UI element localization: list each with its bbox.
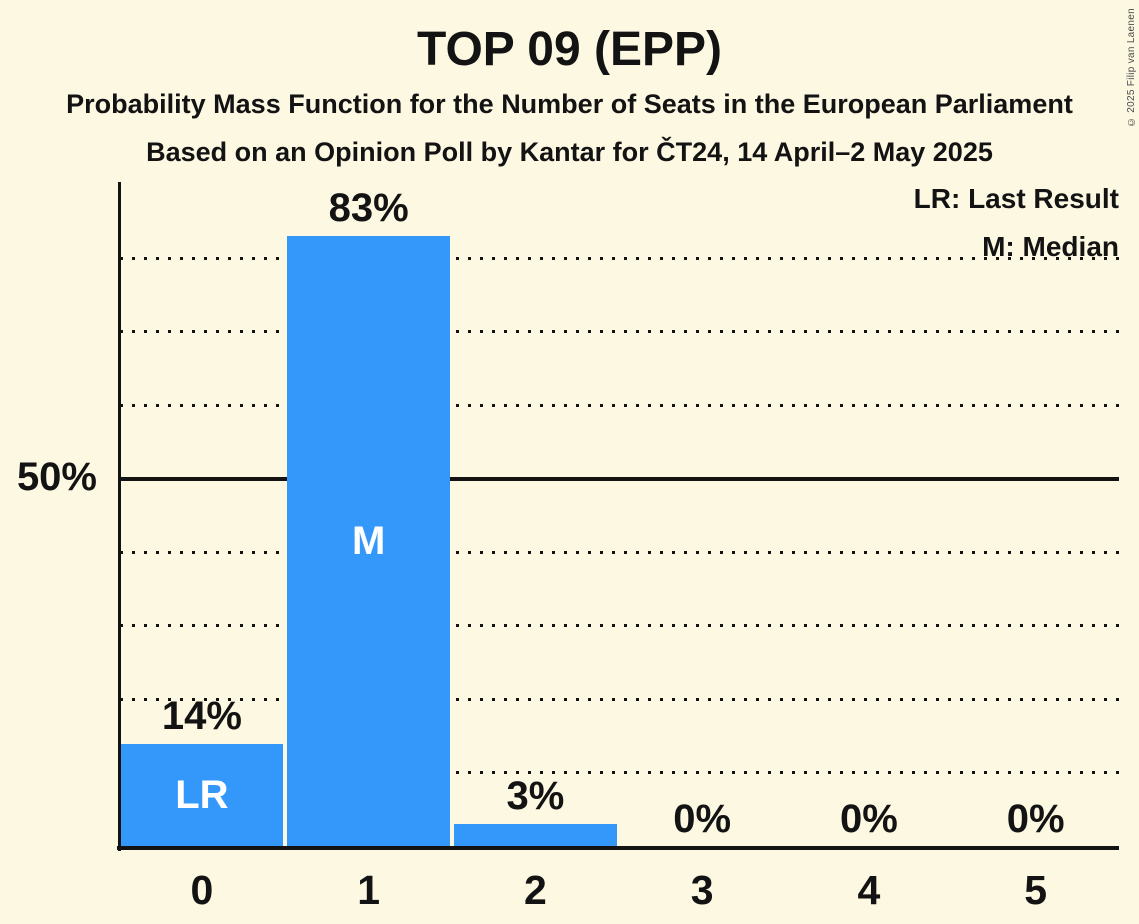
y-axis-line	[118, 182, 121, 851]
bar-value-label-seats-4: 0%	[839, 796, 898, 841]
bar-seats-1	[287, 236, 450, 847]
gridline-dotted-70pct	[120, 330, 1119, 334]
gridline-solid-50pct	[118, 476, 1119, 481]
bar-value-label-seats-1: 83%	[328, 186, 409, 231]
gridline-dotted-30pct	[120, 624, 1119, 628]
bar-annotation-m-seats-1: M	[351, 519, 386, 564]
gridline-dotted-80pct	[120, 256, 1119, 260]
x-tick-label-2: 2	[523, 867, 547, 913]
gridline-dotted-20pct	[120, 697, 1119, 701]
chart-subtitle-line2: Based on an Opinion Poll by Kantar for Č…	[146, 137, 993, 167]
y-axis-50pct-label: 50%	[16, 455, 97, 499]
bar-seats-2	[454, 824, 617, 847]
bar-value-label-seats-3: 0%	[673, 796, 732, 841]
bar-value-label-seats-5: 0%	[1006, 796, 1065, 841]
bar-value-label-seats-2: 3%	[506, 774, 565, 819]
x-axis-line	[117, 846, 1119, 850]
x-tick-label-0: 0	[190, 867, 214, 913]
x-tick-label-5: 5	[1024, 867, 1048, 913]
chart-title: TOP 09 (EPP)	[416, 23, 722, 76]
legend-median: M: Median	[982, 231, 1119, 262]
x-tick-label-3: 3	[690, 867, 714, 913]
x-tick-label-4: 4	[857, 867, 881, 913]
gridline-dotted-60pct	[120, 403, 1119, 407]
bar-annotation-lr-seats-0: LR	[175, 773, 229, 817]
chart-subtitle-line1: Probability Mass Function for the Number…	[66, 89, 1073, 119]
copyright-note: © 2025 Filip van Laenen	[1126, 8, 1137, 128]
gridline-dotted-10pct	[120, 771, 1119, 775]
gridline-dotted-40pct	[120, 550, 1119, 554]
bar-seats-0	[120, 743, 284, 847]
x-tick-label-1: 1	[357, 867, 381, 913]
legend-last-result: LR: Last Result	[913, 183, 1119, 214]
bar-value-label-seats-0: 14%	[161, 693, 242, 738]
